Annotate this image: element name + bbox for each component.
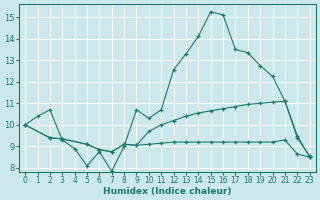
X-axis label: Humidex (Indice chaleur): Humidex (Indice chaleur) [103,187,232,196]
